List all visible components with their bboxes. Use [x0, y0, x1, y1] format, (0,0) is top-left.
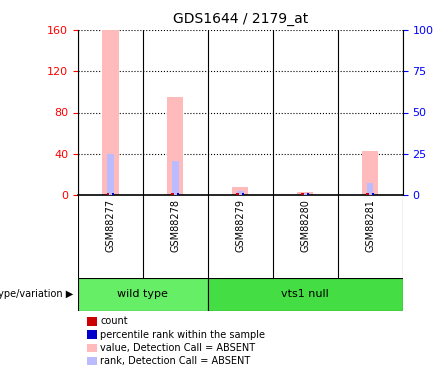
Bar — [107, 154, 113, 195]
Bar — [372, 194, 374, 195]
Text: wild type: wild type — [117, 290, 168, 299]
Bar — [236, 194, 239, 195]
Text: rank, Detection Call = ABSENT: rank, Detection Call = ABSENT — [100, 356, 251, 366]
Bar — [307, 194, 309, 195]
Text: GSM88281: GSM88281 — [365, 199, 375, 252]
Bar — [177, 194, 179, 195]
Text: value, Detection Call = ABSENT: value, Detection Call = ABSENT — [100, 343, 255, 352]
Bar — [301, 194, 304, 195]
Bar — [232, 187, 249, 195]
Bar — [242, 194, 244, 195]
Bar — [167, 97, 184, 195]
Bar — [362, 151, 378, 195]
Text: GSM88280: GSM88280 — [300, 199, 310, 252]
Text: vts1 null: vts1 null — [281, 290, 329, 299]
Bar — [171, 194, 174, 195]
Text: genotype/variation ▶: genotype/variation ▶ — [0, 290, 74, 299]
Bar — [297, 192, 313, 195]
Text: GSM88277: GSM88277 — [105, 199, 116, 252]
Bar — [237, 191, 243, 195]
Bar — [367, 183, 373, 195]
Bar — [172, 161, 179, 195]
Title: GDS1644 / 2179_at: GDS1644 / 2179_at — [173, 12, 308, 26]
Bar — [208, 278, 403, 311]
Bar — [107, 194, 109, 195]
Bar — [366, 194, 369, 195]
Bar — [112, 194, 114, 195]
Bar — [102, 30, 119, 195]
Text: GSM88278: GSM88278 — [170, 199, 181, 252]
Text: count: count — [100, 316, 128, 326]
Bar — [78, 278, 208, 311]
Text: percentile rank within the sample: percentile rank within the sample — [100, 330, 265, 339]
Text: GSM88279: GSM88279 — [235, 199, 246, 252]
Bar — [302, 193, 309, 195]
